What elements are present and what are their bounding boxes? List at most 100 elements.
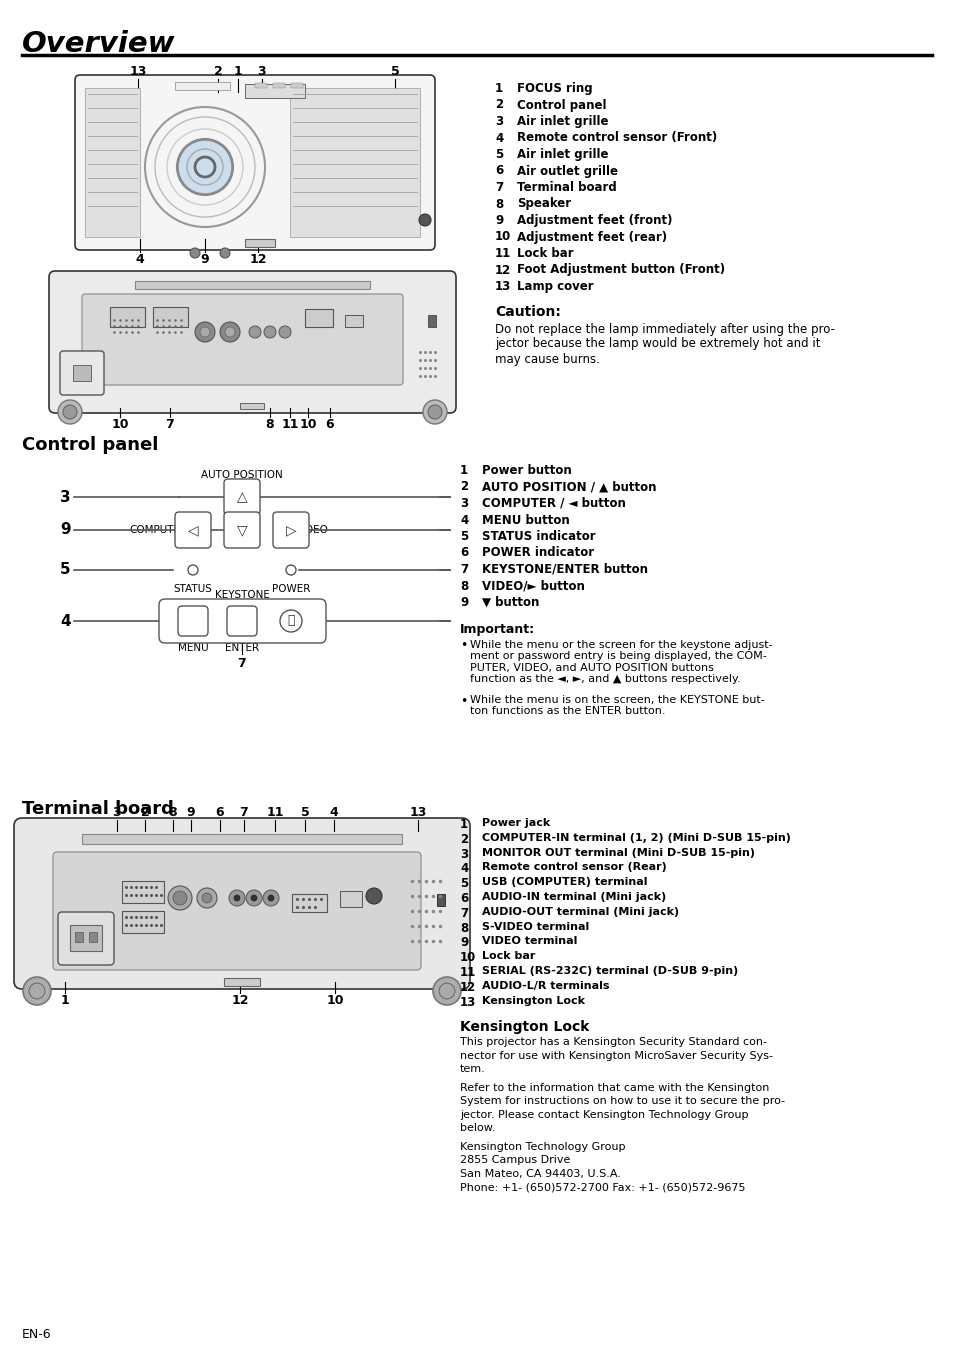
Text: 5: 5	[300, 806, 309, 820]
Text: 5: 5	[459, 530, 468, 543]
Bar	[122, 882, 164, 903]
Text: ▷: ▷	[285, 523, 296, 537]
Text: 10: 10	[112, 418, 129, 431]
Text: Lock bar: Lock bar	[481, 952, 535, 961]
Text: System for instructions on how to use it to secure the pro-: System for instructions on how to use it…	[459, 1096, 784, 1107]
Text: 3: 3	[459, 848, 468, 860]
Text: below.: below.	[459, 1123, 495, 1134]
Text: COMPUTER / ◄ button: COMPUTER / ◄ button	[481, 497, 625, 510]
Circle shape	[188, 565, 198, 576]
Text: 4: 4	[60, 613, 71, 628]
Bar	[273, 84, 285, 88]
Circle shape	[278, 326, 291, 338]
Text: 5: 5	[60, 562, 71, 577]
Bar	[291, 84, 303, 88]
FancyBboxPatch shape	[273, 512, 309, 549]
Circle shape	[220, 248, 230, 257]
Text: Adjustment feet (front): Adjustment feet (front)	[517, 214, 672, 226]
Text: 10: 10	[299, 418, 316, 431]
Bar	[135, 280, 370, 288]
Text: 2: 2	[459, 480, 468, 493]
Circle shape	[63, 404, 77, 419]
Text: 12: 12	[459, 981, 476, 993]
Text: VIDEO terminal: VIDEO terminal	[481, 937, 577, 946]
FancyBboxPatch shape	[178, 607, 208, 636]
Circle shape	[168, 886, 192, 910]
Text: COMPUTER: COMPUTER	[130, 524, 188, 535]
Text: nector for use with Kensington MicroSaver Security Sys-: nector for use with Kensington MicroSave…	[459, 1051, 772, 1061]
Text: Adjustment feet (rear): Adjustment feet (rear)	[517, 231, 666, 244]
Text: 3: 3	[60, 489, 71, 504]
Circle shape	[264, 326, 275, 338]
Text: 12: 12	[249, 253, 267, 266]
Bar	[85, 88, 140, 237]
Text: 2: 2	[459, 833, 468, 845]
Bar	[110, 307, 145, 328]
Text: AUDIO-IN terminal (Mini jack): AUDIO-IN terminal (Mini jack)	[481, 892, 665, 902]
FancyBboxPatch shape	[53, 852, 420, 971]
Circle shape	[233, 895, 240, 900]
Text: 10: 10	[326, 993, 343, 1007]
FancyBboxPatch shape	[224, 479, 260, 515]
Text: 10: 10	[495, 231, 511, 244]
Text: 7: 7	[495, 181, 502, 194]
Text: 11: 11	[266, 806, 283, 820]
Text: Terminal board: Terminal board	[22, 799, 173, 818]
Circle shape	[196, 888, 216, 909]
Text: EN-6: EN-6	[22, 1328, 51, 1341]
Text: 13: 13	[495, 280, 511, 293]
Text: KEYSTONE/ENTER button: KEYSTONE/ENTER button	[481, 563, 647, 576]
Text: Caution:: Caution:	[495, 305, 560, 318]
Text: 7: 7	[459, 907, 468, 919]
Text: ⏻: ⏻	[287, 615, 294, 628]
Text: 11: 11	[281, 418, 298, 431]
Bar	[89, 931, 97, 942]
Text: 4: 4	[495, 132, 503, 144]
Text: ▽: ▽	[236, 523, 247, 537]
Bar	[436, 894, 444, 906]
Text: Remote control sensor (Front): Remote control sensor (Front)	[517, 132, 717, 144]
Text: 6: 6	[325, 418, 334, 431]
Text: While the menu or the screen for the keystone adjust-
ment or password entry is : While the menu or the screen for the key…	[470, 639, 772, 685]
Circle shape	[58, 400, 82, 425]
Circle shape	[202, 892, 212, 903]
Text: 7: 7	[237, 656, 246, 670]
Text: 13: 13	[130, 65, 147, 78]
Text: Kensington Lock: Kensington Lock	[481, 996, 584, 1006]
Text: 8: 8	[459, 580, 468, 593]
Circle shape	[229, 890, 245, 906]
Text: VIDEO: VIDEO	[295, 524, 329, 535]
Text: AUDIO-OUT terminal (Mini jack): AUDIO-OUT terminal (Mini jack)	[481, 907, 679, 917]
Text: Power button: Power button	[481, 464, 571, 477]
Text: 9: 9	[495, 214, 503, 226]
Text: Kensington Lock: Kensington Lock	[459, 1020, 589, 1034]
Circle shape	[172, 891, 187, 905]
Text: AUTO POSITION: AUTO POSITION	[201, 470, 283, 480]
Text: 7: 7	[459, 563, 468, 576]
Bar	[292, 894, 327, 913]
Circle shape	[418, 214, 431, 226]
Bar	[339, 891, 361, 907]
Text: 11: 11	[459, 967, 476, 979]
Text: Air inlet grille: Air inlet grille	[517, 148, 608, 160]
Bar	[224, 979, 260, 985]
Text: Speaker: Speaker	[517, 198, 571, 210]
Text: VIDEO/► button: VIDEO/► button	[481, 580, 584, 593]
Text: Lock bar: Lock bar	[517, 247, 573, 260]
Text: ENTER: ENTER	[225, 643, 259, 652]
Circle shape	[366, 888, 381, 905]
Text: COMPUTER-IN terminal (1, 2) (Mini D-SUB 15-pin): COMPUTER-IN terminal (1, 2) (Mini D-SUB …	[481, 833, 790, 842]
Circle shape	[190, 248, 200, 257]
Text: 9: 9	[200, 253, 209, 266]
Bar	[290, 88, 419, 237]
Text: 8: 8	[265, 418, 274, 431]
Circle shape	[286, 565, 295, 576]
Text: 7: 7	[166, 418, 174, 431]
Bar	[245, 84, 305, 98]
Text: 3: 3	[257, 65, 266, 78]
Text: 2: 2	[495, 98, 502, 112]
Text: 13: 13	[459, 996, 476, 1008]
Bar	[122, 911, 164, 933]
Text: Refer to the information that came with the Kensington: Refer to the information that came with …	[459, 1082, 768, 1093]
Circle shape	[433, 977, 460, 1006]
